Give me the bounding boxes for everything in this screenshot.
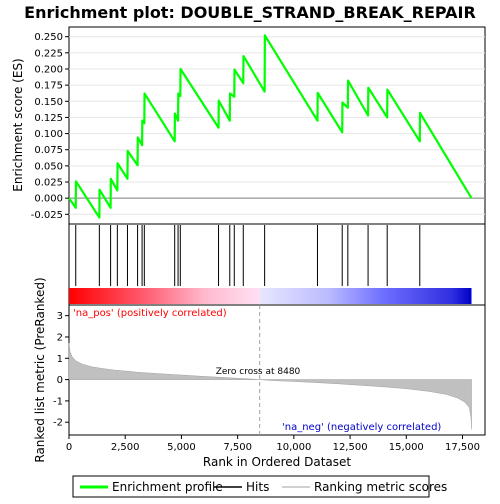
ranked-y-tick-label: 1 — [57, 354, 63, 365]
ranked-metric-area — [68, 342, 472, 430]
es-panel-frame — [68, 26, 486, 225]
es-y-tick-label: 0.075 — [34, 145, 63, 156]
hits-layer — [75, 225, 421, 286]
es-y-axis-label: Enrichment score (ES) — [11, 58, 25, 191]
ranked-y-tick-label: 0 — [57, 375, 63, 386]
x-tick-label: 17,500 — [445, 442, 480, 453]
x-tick-label: 0 — [66, 442, 72, 453]
enrichment-profile-line — [68, 34, 473, 219]
colorbar-strip — [69, 288, 472, 304]
es-y-axis: -0.025 0.000 0.025 0.050 0.075 0.100 0.125 0.15… — [31, 32, 69, 221]
es-y-tick-label: 0.125 — [34, 113, 63, 124]
positive-correlation-label: 'na_pos' (positively correlated) — [73, 308, 227, 319]
x-tick-label: 2,500 — [111, 442, 140, 453]
legend-box — [72, 475, 430, 498]
es-y-tick-label: 0.250 — [34, 32, 63, 43]
ranked-y-tick-label: -1 — [53, 396, 63, 407]
es-y-tick-label: 0.175 — [34, 81, 63, 92]
legend-label-ranking-metric: Ranking metric scores — [314, 480, 447, 494]
x-tick-label: 10,000 — [276, 442, 311, 453]
legend: Enrichment profile Hits Ranking metric sco… — [80, 480, 447, 494]
ranked-y-tick-label: 2 — [57, 332, 63, 343]
negative-correlation-label: 'na_neg' (negatively correlated) — [282, 422, 441, 433]
ranked-y-tick-label: 3 — [57, 311, 63, 322]
x-tick-label: 12,500 — [333, 442, 368, 453]
ranking-colorbar — [69, 288, 472, 304]
es-y-tick-label: 0.100 — [34, 129, 63, 140]
chart-title: Enrichment plot: DOUBLE_STRAND_BREAK_REP… — [24, 3, 476, 22]
ranked-y-axis: -2 -1 0 1 2 3 — [53, 311, 69, 429]
legend-label-enrichment-profile: Enrichment profile — [112, 480, 223, 494]
ranked-panel-frame — [68, 304, 486, 436]
ranked-y-axis-label: Ranked list metric (PreRanked) — [33, 277, 47, 462]
legend-label-hits: Hits — [246, 480, 269, 494]
es-y-tick-label: -0.025 — [31, 210, 63, 221]
es-y-tick-label: 0.025 — [34, 178, 63, 189]
x-tick-label: 5,000 — [167, 442, 196, 453]
x-axis: 0 2,500 5,000 7,500 10,000 12,500 15,000 17,500 — [66, 435, 480, 453]
ranked-metric-layer — [68, 305, 472, 435]
ranked-y-tick-label: -2 — [53, 418, 63, 429]
es-y-tick-label: 0.200 — [34, 64, 63, 75]
x-tick-label: 7,500 — [223, 442, 252, 453]
es-y-tick-label: 0.225 — [34, 48, 63, 59]
enrichment-profile-layer — [68, 34, 473, 219]
es-y-tick-label: 0.150 — [34, 97, 63, 108]
es-y-tick-label: 0.050 — [34, 161, 63, 172]
x-tick-label: 15,000 — [389, 442, 424, 453]
zero-cross-label: Zero cross at 8480 — [216, 367, 301, 377]
x-axis-label: Rank in Ordered Dataset — [203, 455, 351, 469]
es-y-tick-label: 0.000 — [34, 194, 63, 205]
